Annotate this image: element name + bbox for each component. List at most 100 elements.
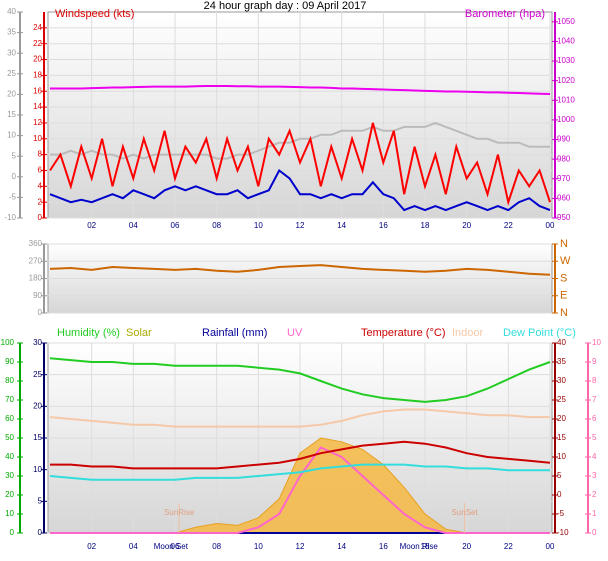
y-tick-label: 270 — [29, 256, 43, 265]
y2-tick-label: 30 — [557, 376, 566, 385]
y-tick-label: 22 — [33, 39, 42, 48]
y-tick-label: 360 — [29, 239, 43, 248]
y4-tick-label: 5 — [592, 433, 597, 442]
y4-tick-label: 0 — [592, 528, 597, 537]
y-tick-label: 12 — [33, 118, 42, 127]
y-tick-label: 0 — [38, 213, 43, 222]
y3-tick-label: 80 — [5, 376, 14, 385]
y2-tick-label: 40 — [557, 338, 566, 347]
x-tick-label: 02 — [87, 542, 96, 551]
y4-tick-label: 10 — [592, 338, 601, 347]
y3-tick-label: 100 — [1, 338, 15, 347]
y-tick-label: 5 — [38, 496, 43, 505]
y2-tick-label: 950 — [557, 213, 571, 222]
legend-entry: Humidity (%) — [57, 327, 120, 339]
y3-tick-label: 30 — [5, 471, 14, 480]
annotation: Moon Rise — [400, 542, 439, 551]
y2-tick-label: E — [560, 290, 567, 302]
y4-tick-label: 6 — [592, 414, 597, 423]
y3-tick-label: 90 — [5, 357, 14, 366]
y3-tick-label: 20 — [7, 90, 16, 99]
y4-tick-label: 2 — [592, 490, 597, 499]
y-tick-label: 20 — [33, 55, 42, 64]
y-tick-label: 90 — [33, 291, 42, 300]
x-tick-label: 08 — [212, 542, 221, 551]
legend-entry: Dew Point (°C) — [503, 327, 576, 339]
x-tick-label: 18 — [421, 221, 430, 230]
x-tick-label: 14 — [337, 542, 346, 551]
y2-tick-label: W — [560, 255, 571, 267]
y2-tick-label: 5 — [557, 471, 562, 480]
y3-tick-label: 0 — [12, 172, 17, 181]
x-tick-label: 06 — [171, 221, 180, 230]
y2-tick-label: 1010 — [557, 95, 575, 104]
y-tick-label: 10 — [33, 134, 42, 143]
y2-axis-label: Barometer (hpa) — [465, 8, 545, 20]
y2-tick-label: 1020 — [557, 76, 575, 85]
y2-tick-label: 1050 — [557, 17, 575, 26]
y2-tick-label: N — [560, 238, 568, 250]
y3-tick-label: 35 — [7, 28, 16, 37]
y-tick-label: 180 — [29, 274, 43, 283]
y3-tick-label: 10 — [5, 509, 14, 518]
x-tick-label: 14 — [337, 221, 346, 230]
y-tick-label: 8 — [38, 150, 43, 159]
y-tick-label: 15 — [33, 433, 42, 442]
y3-tick-label: 5 — [12, 151, 17, 160]
y-tick-label: 0 — [38, 528, 43, 537]
y2-tick-label: 10 — [557, 452, 566, 461]
x-tick-label: 22 — [504, 542, 513, 551]
x-tick-label: 20 — [462, 542, 471, 551]
y-tick-label: 6 — [38, 166, 43, 175]
y2-tick-label: -5 — [557, 509, 565, 518]
y-tick-label: 0 — [38, 308, 43, 317]
y-tick-label: 30 — [33, 338, 42, 347]
x-tick-label: 00 — [546, 542, 555, 551]
y2-tick-label: 0 — [557, 490, 562, 499]
y2-tick-label: 15 — [557, 433, 566, 442]
series-line — [49, 408, 550, 428]
legend-entry: UV — [287, 327, 303, 339]
y4-tick-label: 4 — [592, 452, 597, 461]
x-tick-label: 10 — [254, 221, 263, 230]
y-tick-label: 25 — [33, 370, 42, 379]
legend-entry: Temperature (°C) — [361, 327, 445, 339]
x-tick-label: 20 — [462, 221, 471, 230]
y4-tick-label: 9 — [592, 357, 597, 366]
y-tick-label: 18 — [33, 70, 42, 79]
legend-entry: Solar — [126, 327, 152, 339]
chart-title: 24 hour graph day : 09 April 2017 — [204, 0, 367, 12]
series-line — [49, 463, 550, 481]
y3-tick-label: 40 — [5, 452, 14, 461]
y2-tick-label: 1030 — [557, 56, 575, 65]
x-tick-label: 04 — [129, 221, 138, 230]
x-tick-label: 10 — [254, 542, 263, 551]
y2-tick-label: 20 — [557, 414, 566, 423]
y-tick-label: 14 — [33, 102, 42, 111]
y-axis-label: Windspeed (kts) — [55, 8, 134, 20]
x-tick-label: 02 — [87, 221, 96, 230]
x-tick-label: 08 — [212, 221, 221, 230]
x-tick-label: 00 — [546, 221, 555, 230]
y3-tick-label: 30 — [7, 48, 16, 57]
annotation: Moon Set — [154, 542, 189, 551]
annotation: SunRise — [164, 508, 195, 517]
y2-tick-label: -10 — [557, 528, 569, 537]
y2-tick-label: 960 — [557, 193, 571, 202]
y2-tick-label: 1040 — [557, 37, 575, 46]
y2-tick-label: S — [560, 272, 567, 284]
y2-tick-label: 980 — [557, 154, 571, 163]
y-tick-label: 16 — [33, 86, 42, 95]
y3-tick-label: 0 — [10, 528, 15, 537]
y-tick-label: 24 — [33, 23, 42, 32]
y2-tick-label: 990 — [557, 135, 571, 144]
y3-tick-label: 50 — [5, 433, 14, 442]
y4-tick-label: 3 — [592, 471, 597, 480]
y-tick-label: 20 — [33, 401, 42, 410]
series-line — [49, 168, 551, 212]
y4-tick-label: 7 — [592, 395, 597, 404]
series-line — [50, 121, 550, 160]
y3-tick-label: 60 — [5, 414, 14, 423]
y3-tick-label: 40 — [7, 7, 16, 16]
